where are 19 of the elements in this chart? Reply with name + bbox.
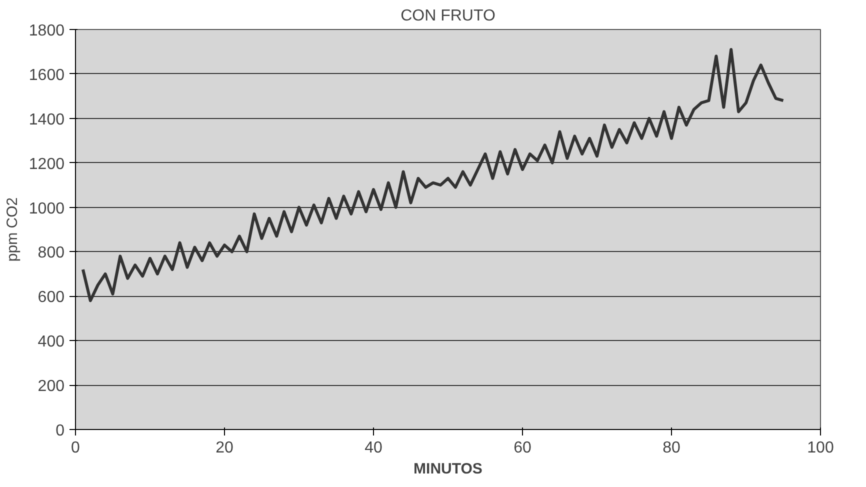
x-tick-label: 40 [364, 440, 382, 456]
x-tick-label: 60 [514, 440, 532, 456]
chart-title: CON FRUTO [400, 8, 496, 24]
y-tick-label: 1800 [28, 22, 65, 40]
y-tick-label: 1600 [28, 66, 65, 84]
x-tick-label: 100 [807, 440, 834, 456]
x-tick-label: 0 [71, 440, 80, 456]
y-tick-label: 0 [56, 422, 65, 440]
x-axis-title: MINUTOS [414, 460, 482, 478]
y-axis-title: ppm CO2 [4, 197, 21, 262]
y-tick-label: 1400 [28, 111, 65, 128]
y-tick-label: 200 [38, 378, 65, 396]
y-tick-label: 800 [38, 244, 65, 262]
x-tick-label: 80 [662, 440, 680, 456]
y-tick-label: 600 [38, 289, 65, 306]
x-tick-label: 20 [216, 440, 234, 456]
y-tick-label: 400 [38, 334, 65, 351]
y-tick-label: 1200 [28, 156, 65, 173]
y-tick-label: 1000 [28, 200, 65, 218]
